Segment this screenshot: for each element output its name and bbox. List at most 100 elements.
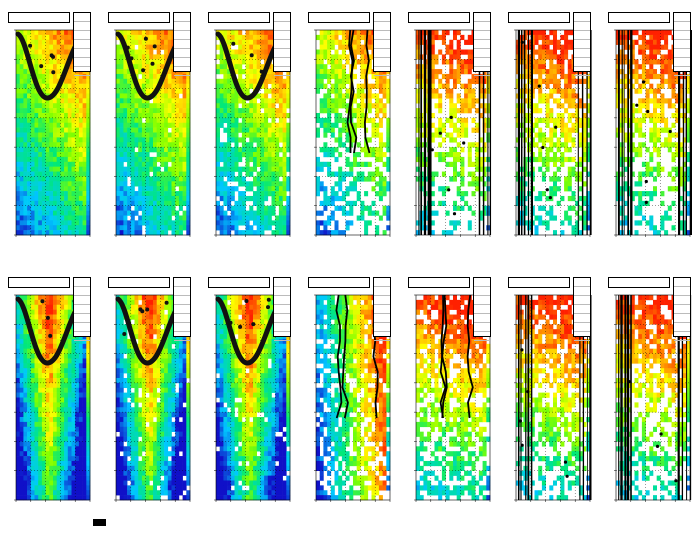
heatmap-cell <box>564 181 569 187</box>
heatmap-cell <box>145 205 150 211</box>
heatmap-cell <box>164 176 169 182</box>
heatmap-cell <box>545 147 550 153</box>
heatmap-cell <box>575 230 580 236</box>
heatmap-cell <box>553 88 557 94</box>
heatmap-cell <box>167 132 172 138</box>
heatmap-cell <box>19 122 24 128</box>
heatmap-cell <box>75 152 80 158</box>
heatmap-cell <box>416 49 420 55</box>
heatmap-cell <box>19 200 24 207</box>
heatmap-cell <box>271 147 276 153</box>
heatmap-cell <box>156 137 161 143</box>
heatmap-cell <box>386 186 391 192</box>
heatmap-cell <box>245 152 250 158</box>
heatmap-cell <box>523 34 528 41</box>
heatmap-cell <box>60 191 65 197</box>
heatmap-cell <box>219 112 224 119</box>
heatmap-cell <box>638 147 643 153</box>
heatmap-cell <box>560 49 565 55</box>
heatmap-cell <box>216 122 220 128</box>
heatmap-cell <box>256 215 261 221</box>
heatmap-cell <box>53 44 57 50</box>
heatmap-cell <box>27 343 32 349</box>
heatmap-cell <box>60 64 65 70</box>
heatmap-cell <box>253 117 257 124</box>
heatmap-cell <box>34 295 39 301</box>
heatmap-cell <box>641 59 646 65</box>
heatmap-cell <box>645 69 650 75</box>
heatmap-cell <box>227 176 232 182</box>
heatmap-cell <box>553 44 557 50</box>
heatmap-cell <box>645 200 650 207</box>
heatmap-cell <box>34 112 39 119</box>
heatmap-cell <box>641 73 646 80</box>
heatmap-cell <box>286 156 291 163</box>
heatmap-cell <box>86 191 91 197</box>
heatmap-cell <box>119 137 124 143</box>
heatmap-cell <box>253 132 257 138</box>
heatmap-cell <box>186 176 191 182</box>
heatmap-cell <box>45 39 50 45</box>
heatmap-cell <box>53 132 57 138</box>
heatmap-cell <box>16 368 20 374</box>
heatmap-cell <box>345 137 350 143</box>
heatmap-cell <box>275 186 280 192</box>
heatmap-cell <box>171 147 176 153</box>
heatmap-cell <box>241 54 246 60</box>
heatmap-cell <box>382 230 387 236</box>
heatmap-cell <box>82 161 87 167</box>
heatmap-cell <box>49 309 54 315</box>
stats-row <box>374 67 390 76</box>
heatmap-cell <box>34 34 39 41</box>
heatmap-cell <box>341 171 346 177</box>
heatmap-cell <box>278 205 283 211</box>
heatmap-cell <box>660 108 665 114</box>
heatmap-cell <box>34 161 39 167</box>
heatmap-cell <box>356 195 361 202</box>
heatmap-cell <box>153 166 157 172</box>
heatmap-cell <box>367 93 372 99</box>
heatmap-cell <box>623 156 628 163</box>
heatmap-cell <box>23 171 28 177</box>
heatmap-cell <box>267 122 272 128</box>
heatmap-cell <box>156 34 161 41</box>
heatmap-cell <box>660 69 665 75</box>
heatmap-cell <box>575 122 580 128</box>
heatmap-cell <box>86 73 91 80</box>
heatmap-cell <box>271 83 276 89</box>
heatmap-cell <box>138 132 143 138</box>
heatmap-cell <box>341 122 346 128</box>
heatmap-cell <box>71 132 76 138</box>
heatmap-cell <box>71 98 76 104</box>
heatmap-cell <box>345 220 350 226</box>
heatmap-cell <box>41 176 46 182</box>
heatmap-cell <box>186 132 191 138</box>
heatmap-cell <box>141 49 146 55</box>
heatmap-cell <box>60 314 65 320</box>
stats-row <box>74 31 90 40</box>
heatmap-cell <box>627 137 632 143</box>
stats-row <box>574 58 590 67</box>
heatmap-cell <box>327 88 332 94</box>
heatmap-cell <box>338 112 343 119</box>
heatmap-cell <box>556 78 561 84</box>
heatmap-cell <box>45 205 50 211</box>
heatmap-cell <box>256 171 261 177</box>
heatmap-cell <box>156 152 161 158</box>
heatmap-cell <box>60 161 65 167</box>
heatmap-cell <box>67 309 72 315</box>
heatmap-cell <box>538 93 543 99</box>
heatmap-cell <box>449 220 454 226</box>
heatmap-cell <box>160 112 165 119</box>
heatmap-cell <box>323 195 328 202</box>
heatmap-cell <box>138 122 143 128</box>
heatmap-cell <box>41 195 46 202</box>
heatmap-cell <box>141 161 146 167</box>
heatmap-cell <box>53 181 57 187</box>
heatmap-cell <box>245 215 250 221</box>
heatmap-cell <box>175 195 180 202</box>
heatmap-cell <box>649 49 654 55</box>
heatmap-cell <box>449 98 454 104</box>
heatmap-cell <box>553 142 557 148</box>
heatmap-cell <box>160 103 165 109</box>
